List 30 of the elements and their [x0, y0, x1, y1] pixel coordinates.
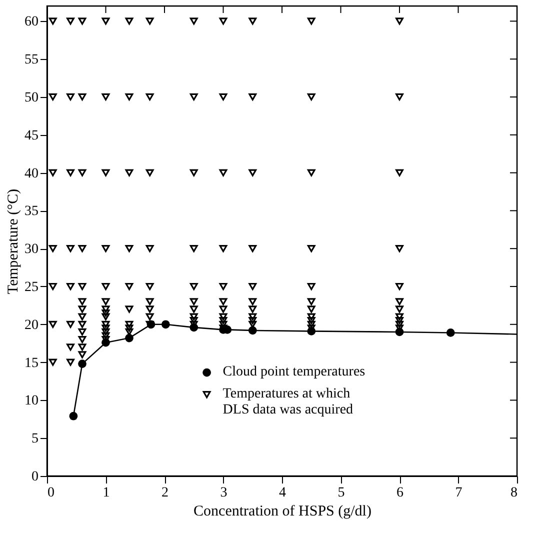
y-tick-label: 30: [24, 242, 38, 258]
y-tick-label: 60: [24, 14, 38, 30]
y-tick-label: 35: [24, 204, 38, 220]
x-tick-label: 2: [162, 486, 168, 500]
x-tick-label: 0: [48, 486, 54, 500]
y-tick-label: 15: [24, 356, 38, 371]
point: [78, 360, 86, 368]
y-tick-label: 5: [32, 432, 38, 447]
point: [69, 412, 78, 420]
x-tick-label: 7: [455, 486, 462, 500]
y-tick-label: 55: [24, 52, 38, 68]
legend-label: Temperatures at which DLS data was acquired: [222, 386, 354, 418]
y-tick-label: 10: [24, 394, 38, 409]
x-tick-label: 3: [220, 486, 228, 500]
x-tick-label: 1: [102, 486, 110, 500]
x-tick-label: 5: [338, 486, 345, 500]
y-tick-label: 25: [24, 280, 38, 295]
y-tick-label: 40: [24, 166, 38, 182]
legend-label: Cloud point temperatures: [222, 364, 366, 380]
point: [161, 320, 170, 329]
y-tick-label: 20: [24, 318, 38, 333]
y-tick-label: 45: [24, 128, 38, 144]
x-axis-title: Concentration of HSPS (g/dl): [194, 504, 372, 520]
y-axis-title: Temperature (°C): [6, 188, 22, 294]
x-tick-label: 8: [510, 486, 518, 500]
x-tick-label: 4: [279, 486, 286, 500]
y-tick-label: 50: [24, 90, 38, 106]
y-tick-label: 0: [32, 470, 38, 484]
point: [446, 328, 455, 337]
x-tick-label: 6: [396, 486, 404, 500]
